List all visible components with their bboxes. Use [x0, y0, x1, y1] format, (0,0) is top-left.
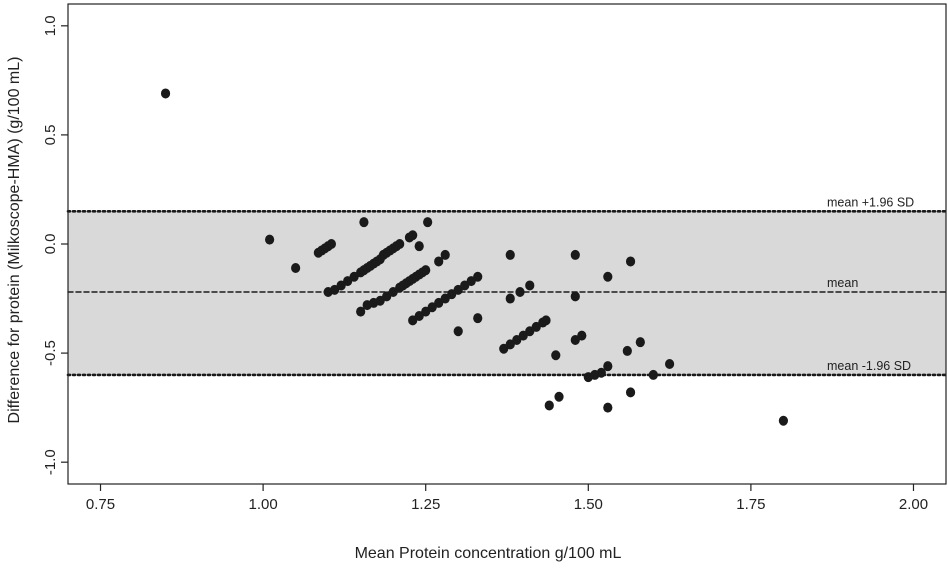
data-point [625, 387, 636, 398]
y-tick-label: -0.5 [42, 340, 59, 366]
data-point [359, 217, 369, 228]
x-tick-label: 2.00 [899, 496, 928, 513]
points-layer [160, 88, 789, 426]
data-point [570, 291, 580, 302]
data-point [160, 88, 171, 99]
data-point [603, 271, 613, 282]
data-point [291, 263, 301, 273]
data-point [635, 337, 645, 348]
data-point [625, 256, 636, 267]
data-point [265, 234, 275, 245]
data-point [554, 391, 564, 402]
y-tick-label: -1.0 [42, 449, 59, 475]
data-point [570, 249, 580, 260]
x-axis-title: Mean Protein concentration g/100 mL [355, 545, 622, 562]
data-point [414, 241, 424, 252]
y-axis-title: Difference for protein (Milkoscope-HMA) … [6, 57, 23, 424]
data-point [778, 415, 789, 426]
data-point [326, 239, 336, 249]
data-point [375, 254, 385, 265]
data-point [603, 402, 613, 413]
reference-line-label-3: mean -1.96 SD [827, 359, 911, 373]
data-point [525, 280, 535, 291]
data-point [544, 400, 554, 411]
y-tick-label: 0.0 [42, 234, 59, 255]
data-point [648, 369, 658, 380]
x-tick-label: 1.00 [249, 496, 278, 513]
data-point [453, 326, 463, 337]
data-point [356, 306, 366, 317]
reference-lines-layer: mean +1.96 SD mean mean -1.96 SD [66, 195, 948, 377]
x-tick-label: 1.75 [736, 496, 765, 513]
data-point [577, 330, 587, 341]
reference-line-label-1: mean +1.96 SD [827, 195, 914, 209]
data-point [505, 293, 515, 304]
x-tick-label: 1.25 [411, 496, 440, 513]
data-point [541, 315, 551, 326]
data-point [473, 313, 483, 324]
data-point [421, 265, 431, 276]
data-point [434, 256, 444, 267]
data-point [505, 249, 515, 260]
axis-titles-layer: Mean Protein concentration g/100 mL Diff… [6, 57, 622, 562]
axes-layer: 0.75 1.00 1.25 1.50 1.75 2.00 -1.0 -0.5 0.0 0.5 1.… [42, 3, 947, 513]
data-point [622, 345, 632, 356]
data-point [408, 230, 418, 241]
x-tick-label: 1.50 [574, 496, 603, 513]
data-point [313, 247, 323, 258]
data-point [395, 239, 405, 249]
data-point [664, 359, 675, 369]
reference-line-label-2: mean [827, 276, 858, 290]
data-point [423, 217, 433, 228]
x-tick-label: 0.75 [86, 496, 115, 513]
data-point [515, 287, 525, 297]
y-tick-label: 1.0 [42, 15, 59, 36]
y-tick-label: 0.5 [42, 124, 59, 145]
data-point [440, 249, 450, 260]
data-point [551, 350, 561, 361]
data-point [596, 367, 606, 378]
data-point [473, 271, 483, 282]
data-point [603, 361, 613, 372]
